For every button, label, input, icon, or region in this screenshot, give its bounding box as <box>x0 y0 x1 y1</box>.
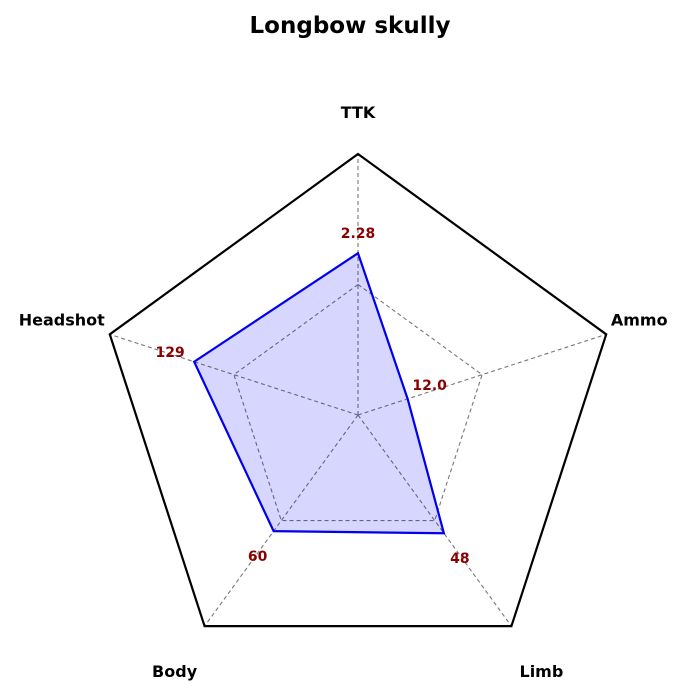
grid-layer <box>108 152 608 628</box>
grid-spoke <box>109 333 359 416</box>
axis-label: Limb <box>520 662 564 681</box>
axis-label: Ammo <box>611 310 668 329</box>
axis-label: Headshot <box>19 310 105 329</box>
data-series-area <box>192 251 446 535</box>
axis-label: TTK <box>341 103 376 122</box>
data-value-label: 60 <box>248 549 268 565</box>
grid-spoke <box>357 333 607 416</box>
data-layer: 2.28 12.0 48 60 129 <box>156 226 470 567</box>
label-layer: TTK Ammo Limb Body Headshot <box>19 103 668 681</box>
data-value-label: 2.28 <box>341 226 376 242</box>
data-value-label: 12.0 <box>412 378 447 394</box>
outer-ring <box>108 152 608 628</box>
grid-spoke <box>204 414 359 627</box>
chart-title: Longbow skully <box>250 13 451 39</box>
grid-spoke <box>357 414 512 627</box>
axis-label: Body <box>152 662 198 681</box>
grid-ring <box>233 283 483 522</box>
data-value-label: 129 <box>156 345 185 361</box>
data-value-label: 48 <box>450 551 469 567</box>
